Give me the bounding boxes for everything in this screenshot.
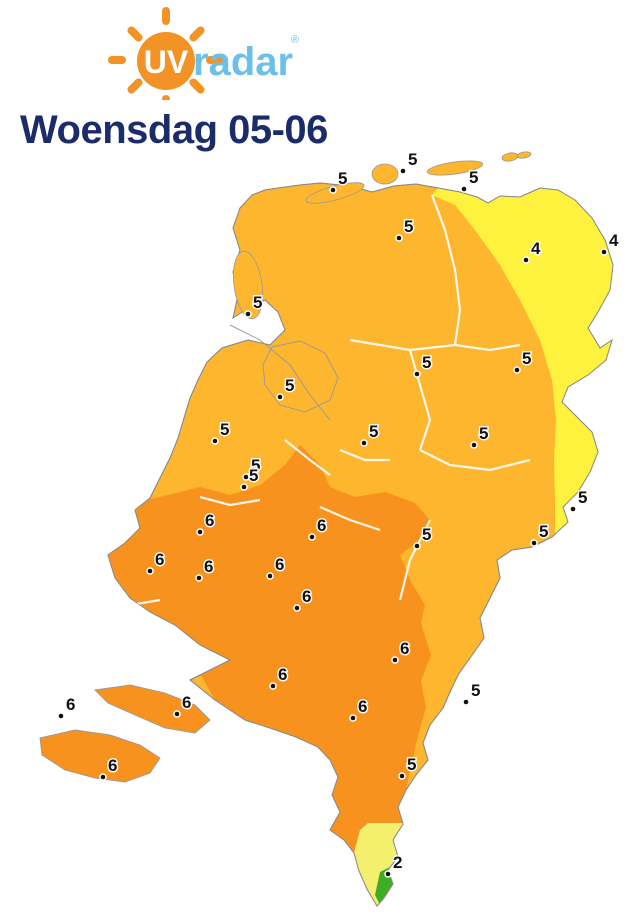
svg-text:5: 5 <box>408 150 417 169</box>
svg-text:5: 5 <box>249 466 258 485</box>
svg-text:4: 4 <box>609 231 619 250</box>
svg-text:6: 6 <box>400 639 409 658</box>
svg-text:6: 6 <box>204 557 213 576</box>
svg-text:5: 5 <box>338 169 347 188</box>
svg-text:6: 6 <box>275 555 284 574</box>
svg-text:6: 6 <box>182 693 191 712</box>
svg-text:6: 6 <box>278 665 287 684</box>
svg-text:5: 5 <box>578 488 587 507</box>
svg-text:5: 5 <box>471 681 480 700</box>
svg-text:5: 5 <box>404 217 413 236</box>
svg-text:6: 6 <box>358 697 367 716</box>
svg-text:5: 5 <box>422 525 431 544</box>
svg-text:5: 5 <box>369 422 378 441</box>
svg-text:6: 6 <box>317 516 326 535</box>
svg-text:5: 5 <box>539 522 548 541</box>
svg-text:6: 6 <box>155 550 164 569</box>
svg-text:6: 6 <box>205 511 214 530</box>
svg-text:5: 5 <box>522 349 531 368</box>
svg-text:5: 5 <box>253 293 262 312</box>
svg-text:5: 5 <box>479 424 488 443</box>
svg-text:6: 6 <box>108 756 117 775</box>
svg-text:5: 5 <box>285 376 294 395</box>
svg-text:2: 2 <box>393 853 402 872</box>
svg-text:6: 6 <box>302 587 311 606</box>
svg-text:6: 6 <box>66 695 75 714</box>
svg-text:5: 5 <box>220 420 229 439</box>
svg-text:5: 5 <box>422 353 431 372</box>
svg-text:4: 4 <box>531 239 541 258</box>
svg-text:5: 5 <box>469 168 478 187</box>
svg-text:5: 5 <box>407 755 416 774</box>
